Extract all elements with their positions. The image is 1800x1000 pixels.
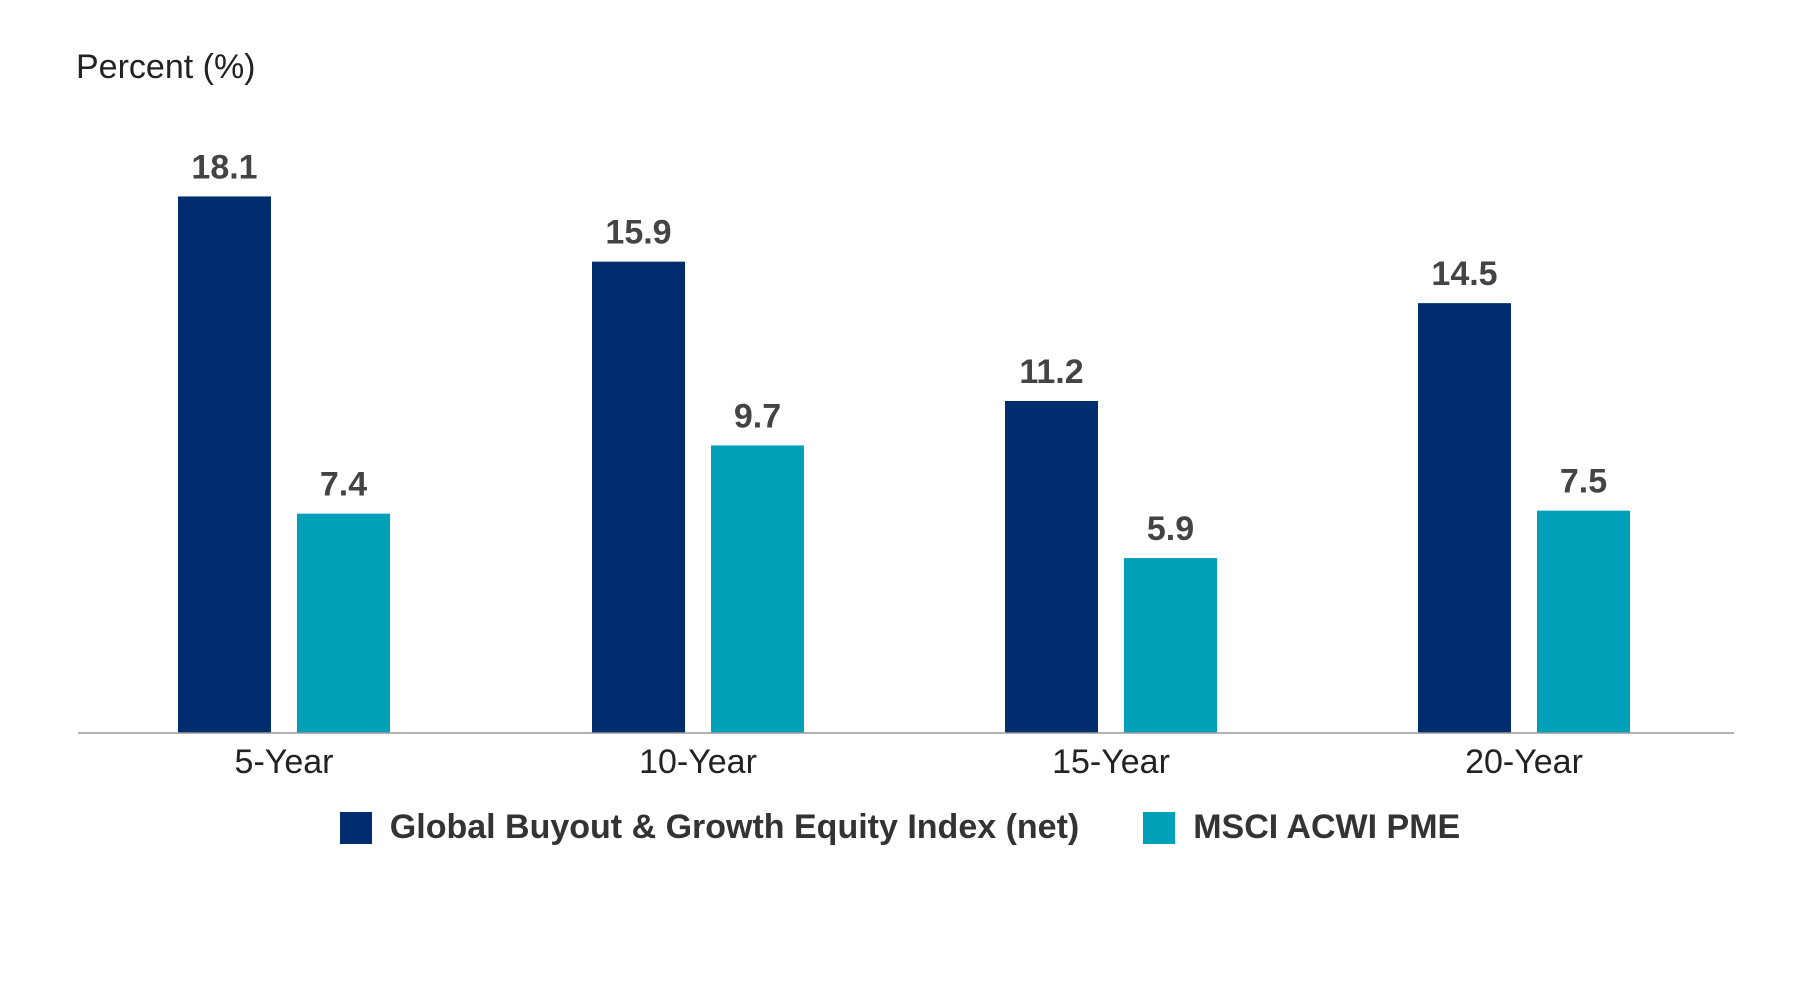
- data-label-10-year-series-1: 9.7: [734, 397, 781, 435]
- bar-20-year-series-1: [1537, 510, 1630, 733]
- legend-item-global-buyout: Global Buyout & Growth Equity Index (net…: [339, 808, 1080, 847]
- bar-5-year-series-1: [297, 513, 390, 733]
- data-label-5-year-series-0: 18.1: [191, 148, 257, 186]
- legend-label-msci-acwi-pme: MSCI ACWI PME: [1193, 808, 1461, 846]
- x-tick-label-5-year: 5-Year: [235, 743, 334, 781]
- x-tick-label-20-year: 20-Year: [1465, 743, 1583, 781]
- bar-10-year-series-1: [711, 445, 804, 733]
- legend-swatch-msci-acwi-pme: [1143, 811, 1176, 844]
- data-label-15-year-series-0: 11.2: [1019, 353, 1083, 391]
- data-label-10-year-series-0: 15.9: [605, 214, 671, 252]
- data-label-20-year-series-0: 14.5: [1431, 255, 1497, 293]
- legend-swatch-global-buyout: [339, 811, 372, 844]
- data-label-15-year-series-1: 5.9: [1147, 510, 1194, 548]
- legend-label-global-buyout: Global Buyout & Growth Equity Index (net…: [389, 808, 1080, 846]
- data-label-5-year-series-1: 7.4: [320, 466, 367, 504]
- plot-area: 18.1 7.4 5-Year 15.9 9.7 10-Year 11.2 5.9 15-Yea…: [78, 148, 1734, 781]
- legend: Global Buyout & Growth Equity Index (net…: [0, 808, 1800, 847]
- bar-15-year-series-1: [1124, 558, 1217, 733]
- bar-10-year-series-0: [592, 261, 685, 733]
- x-tick-label-15-year: 15-Year: [1052, 743, 1170, 781]
- bar-5-year-series-0: [178, 196, 271, 733]
- y-axis-label: Percent (%): [76, 48, 256, 86]
- data-label-20-year-series-1: 7.5: [1560, 463, 1607, 501]
- legend-item-msci-acwi-pme: MSCI ACWI PME: [1143, 808, 1460, 847]
- bar-20-year-series-0: [1418, 303, 1511, 733]
- x-tick-label-10-year: 10-Year: [639, 743, 757, 781]
- bar-15-year-series-0: [1005, 400, 1098, 733]
